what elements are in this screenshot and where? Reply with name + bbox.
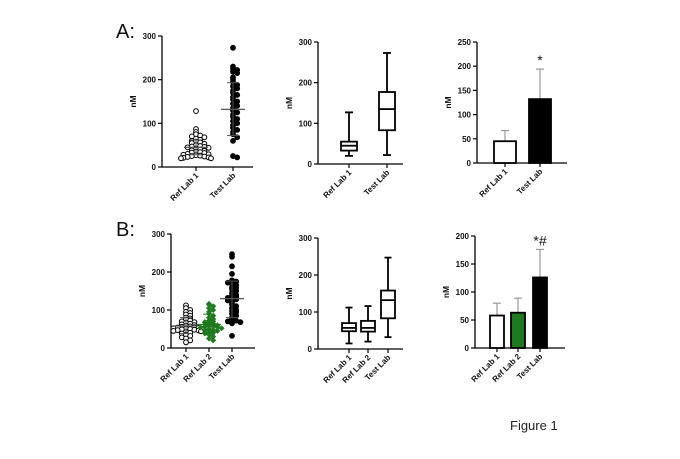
significance-marker: * [537, 52, 543, 68]
data-point [218, 325, 225, 332]
data-point [197, 324, 204, 331]
panel-label-a: A: [116, 21, 135, 43]
data-point [178, 155, 184, 162]
y-tick-label: 0 [308, 160, 313, 169]
significance-marker: *# [533, 232, 546, 248]
data-point [201, 323, 208, 330]
y-tick-label: 100 [299, 119, 313, 128]
data-point [237, 319, 244, 326]
data-point [210, 303, 217, 310]
y-tick-label: 0 [308, 345, 313, 354]
y-tick-label: 0 [161, 344, 166, 353]
data-point [229, 332, 235, 339]
y-tick-label: 300 [299, 38, 313, 47]
panel-label-b: B: [116, 219, 135, 241]
y-tick-label: 100 [143, 119, 157, 128]
y-axis-label: nM [128, 95, 138, 107]
y-axis-label: nM [137, 285, 147, 297]
y-tick-label: 50 [462, 135, 471, 144]
data-point [214, 324, 221, 331]
data-point [193, 108, 199, 115]
data-point [230, 44, 236, 51]
y-tick-label: 300 [143, 32, 157, 41]
x-tick-label: Test Lab [208, 171, 237, 200]
bar [510, 311, 526, 349]
chart-A-box: 0 100 200 300 nM Ref Lab 1 Test Lab [284, 38, 403, 200]
data-point [229, 263, 235, 270]
chart-A-bar: 0 50 100 150 200 250 nM Ref Lab 1 Test Lab * [443, 38, 567, 199]
chart-A-scatter: 0 100 200 300 nM Ref Lab 1 Test Lab [128, 32, 253, 203]
y-axis-label: nM [441, 286, 451, 298]
data-point [229, 253, 235, 260]
y-tick-label: 200 [152, 268, 166, 277]
data-point [210, 333, 217, 340]
y-tick-label: 100 [152, 306, 166, 315]
y-tick-label: 200 [299, 79, 313, 88]
y-tick-label: 0 [465, 344, 470, 353]
data-point [234, 70, 241, 77]
x-tick-label: Test Lab [515, 167, 544, 196]
y-tick-label: 0 [467, 159, 472, 168]
x-tick-label: Ref Lab 1 [322, 168, 354, 200]
y-tick-label: 100 [299, 308, 313, 317]
data-point [183, 339, 189, 346]
y-tick-label: 200 [299, 271, 313, 280]
y-tick-label: 200 [458, 62, 472, 71]
bar [493, 140, 517, 164]
bar [528, 98, 552, 164]
data-point [170, 328, 177, 334]
y-tick-label: 0 [152, 163, 157, 172]
data-point [210, 307, 217, 313]
y-tick-label: 150 [458, 86, 472, 95]
box [360, 319, 376, 333]
figure-caption: Figure 1 [510, 418, 558, 433]
data-point [210, 337, 217, 344]
bar [489, 314, 505, 349]
box [378, 91, 396, 132]
data-point [208, 155, 214, 162]
data-point [229, 320, 235, 327]
data-point [234, 154, 241, 161]
x-tick-label: Test Lab [362, 168, 391, 197]
data-point [229, 271, 235, 277]
data-point [206, 335, 212, 342]
data-point [206, 331, 212, 338]
y-tick-label: 300 [299, 234, 313, 243]
y-axis-label: nM [284, 287, 294, 299]
y-tick-label: 100 [456, 288, 470, 297]
box [380, 289, 396, 320]
y-tick-label: 250 [458, 38, 472, 47]
data-point [206, 305, 212, 312]
y-tick-label: 200 [143, 76, 157, 85]
data-point [234, 134, 241, 141]
bar [532, 276, 548, 349]
x-tick-label: Test Lab [207, 352, 236, 381]
x-tick-label: Ref Lab 1 [478, 167, 510, 199]
y-axis-label: nM [284, 97, 294, 109]
data-point [201, 134, 208, 141]
y-axis-label: nM [443, 96, 453, 108]
data-point [230, 137, 236, 144]
data-point [214, 327, 221, 334]
data-point [210, 326, 217, 333]
y-tick-label: 50 [460, 316, 469, 325]
y-tick-label: 100 [458, 111, 472, 120]
y-tick-label: 300 [152, 230, 166, 239]
x-tick-label: Ref Lab 1 [169, 171, 201, 203]
y-tick-label: 150 [456, 260, 470, 269]
y-tick-label: 200 [456, 232, 470, 241]
